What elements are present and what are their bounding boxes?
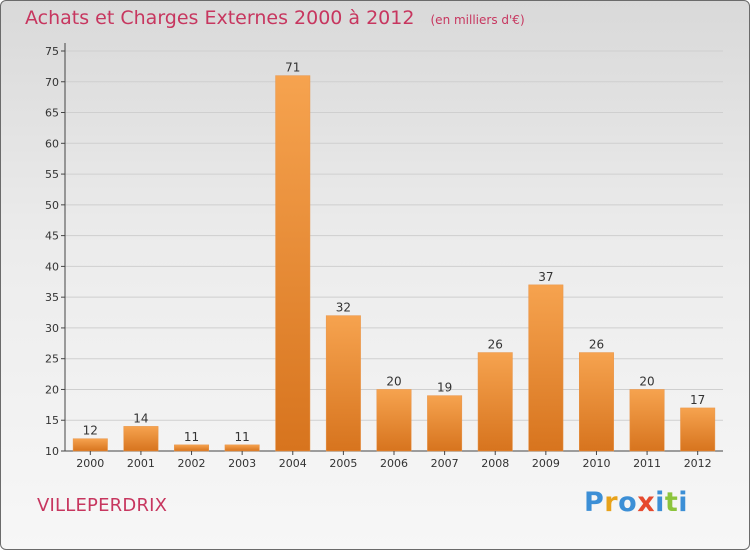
logo-letter: P [584,487,605,518]
commune-name: VILLEPERDRIX [37,495,168,516]
data-label: 26 [488,338,503,352]
bar [123,426,159,452]
logo-letter: i [678,487,689,518]
bar [72,438,108,452]
logo-letter: x [637,487,656,518]
x-tick-label: 2001 [127,457,155,470]
bar [427,395,463,452]
logo-letter: i [655,487,665,518]
data-label: 26 [589,338,604,352]
bar [224,444,260,452]
data-label: 71 [285,61,300,75]
x-tick-label: 2002 [178,457,206,470]
x-tick-label: 2000 [76,457,104,470]
data-label: 19 [437,381,452,395]
logo-letter: t [664,487,679,518]
y-tick-label: 15 [45,414,59,427]
bar [174,444,209,452]
x-tick-label: 2010 [582,457,610,470]
y-tick-label: 30 [45,322,59,335]
y-tick-label: 40 [45,260,59,273]
data-label: 32 [336,301,351,315]
logo-letter: o [618,487,638,518]
y-tick-label: 45 [45,230,59,243]
y-tick-label: 50 [45,199,59,212]
y-tick-label: 25 [45,353,59,366]
data-label: 14 [133,411,148,425]
data-label: 37 [538,270,553,284]
data-label: 20 [639,374,654,388]
data-label: 11 [184,430,199,444]
x-tick-label: 2012 [684,457,712,470]
bar [528,284,564,452]
y-tick-label: 10 [45,445,59,458]
x-tick-label: 2011 [633,457,661,470]
bar [325,315,361,452]
x-tick-label: 2003 [228,457,256,470]
data-label: 20 [386,374,401,388]
x-tick-label: 2008 [481,457,509,470]
y-tick-label: 35 [45,291,59,304]
data-label: 17 [690,393,705,407]
title-unit: (en milliers d'€) [430,13,525,27]
x-tick-label: 2009 [532,457,560,470]
y-tick-label: 75 [45,45,59,58]
x-tick-label: 2005 [329,457,357,470]
bar [477,352,513,452]
chart-title: Achats et Charges Externes 2000 à 2012 (… [25,7,525,29]
proxiti-logo: Proxiti [584,487,688,518]
x-tick-label: 2007 [431,457,459,470]
y-tick-label: 60 [45,137,59,150]
bar [680,407,716,452]
logo-letter: r [604,487,619,518]
x-tick-label: 2006 [380,457,408,470]
bar [376,389,412,452]
y-tick-label: 55 [45,168,59,181]
x-tick-label: 2004 [279,457,307,470]
bar [579,352,614,452]
data-label: 11 [235,430,250,444]
y-tick-label: 20 [45,383,59,396]
title-text: Achats et Charges Externes 2000 à 2012 [25,7,415,29]
y-tick-label: 65 [45,107,59,120]
y-tick-label: 70 [45,76,59,89]
bar [275,75,311,452]
bar [629,389,665,452]
data-label: 12 [83,424,98,438]
